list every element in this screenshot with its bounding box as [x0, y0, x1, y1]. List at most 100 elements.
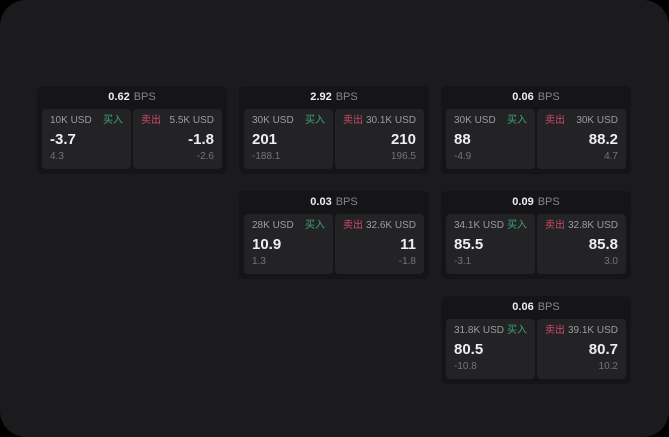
quote-tiles: 30K USD 买入 88 -4.9 卖出 30K USD 88.2 4.7: [441, 109, 631, 174]
quote-card: 0.03 BPS 28K USD 买入 10.9 1.3 卖出: [239, 191, 429, 279]
spread-unit-label: BPS: [133, 91, 156, 103]
sell-side-label: 卖出: [343, 115, 363, 126]
quote-tiles: 34.1K USD 买入 85.5 -3.1 卖出 32.8K USD 85.8…: [441, 214, 631, 279]
sell-price: -1.8: [188, 130, 214, 148]
sell-side-label: 卖出: [545, 115, 565, 126]
spread-header: 0.09 BPS: [441, 191, 631, 214]
buy-price: 88: [454, 130, 471, 148]
sell-delta: 10.2: [598, 361, 618, 372]
spread-value: 0.06: [512, 91, 534, 103]
buy-side-label: 买入: [507, 220, 527, 231]
buy-delta: -188.1: [252, 151, 281, 162]
sell-price: 88.2: [588, 130, 618, 148]
sell-price: 11: [400, 235, 416, 253]
buy-delta: -4.9: [454, 151, 472, 162]
spread-header: 0.06 BPS: [441, 86, 631, 109]
sell-quote-tile[interactable]: 卖出 30K USD 88.2 4.7: [537, 109, 626, 169]
sell-tile-top: 卖出 5.5K USD: [141, 115, 214, 127]
sell-side-label: 卖出: [343, 220, 363, 231]
sell-quote-tile[interactable]: 卖出 32.8K USD 85.8 3.0: [537, 214, 626, 274]
sell-notional: 30K USD: [576, 115, 618, 126]
sell-side-label: 卖出: [141, 115, 161, 126]
buy-quote-tile[interactable]: 28K USD 买入 10.9 1.3: [244, 214, 333, 274]
spread-value: 0.62: [108, 91, 130, 103]
buy-side-label: 买入: [507, 115, 527, 126]
buy-delta: 4.3: [50, 151, 64, 162]
spread-value: 0.06: [512, 301, 534, 313]
sell-price: 80.7: [588, 340, 618, 358]
spread-header: 0.06 BPS: [441, 296, 631, 319]
quote-tiles: 31.8K USD 买入 80.5 -10.8 卖出 39.1K USD 80.…: [441, 319, 631, 384]
quote-card: 2.92 BPS 30K USD 买入 201 -188.1 卖出: [239, 86, 429, 174]
sell-tile-top: 卖出 30K USD: [545, 115, 618, 127]
sell-notional: 5.5K USD: [169, 115, 214, 126]
sell-delta: 3.0: [604, 256, 618, 267]
quote-tiles: 28K USD 买入 10.9 1.3 卖出 32.6K USD 11 -1.8: [239, 214, 429, 279]
buy-quote-tile[interactable]: 30K USD 买入 88 -4.9: [446, 109, 535, 169]
buy-notional: 31.8K USD: [454, 325, 505, 336]
buy-delta: 1.3: [252, 256, 266, 267]
buy-quote-tile[interactable]: 30K USD 买入 201 -188.1: [244, 109, 333, 169]
buy-notional: 34.1K USD: [454, 220, 505, 231]
spread-header: 2.92 BPS: [239, 86, 429, 109]
buy-notional: 30K USD: [454, 115, 496, 126]
buy-delta: -3.1: [454, 256, 472, 267]
buy-notional: 10K USD: [50, 115, 92, 126]
sell-delta: -1.8: [398, 256, 416, 267]
sell-quote-tile[interactable]: 卖出 32.6K USD 11 -1.8: [335, 214, 424, 274]
buy-tile-top: 28K USD 买入: [252, 220, 325, 232]
buy-tile-top: 30K USD 买入: [454, 115, 527, 127]
sell-notional: 32.8K USD: [567, 220, 618, 231]
quote-tiles: 30K USD 买入 201 -188.1 卖出 30.1K USD 210 1…: [239, 109, 429, 174]
buy-delta: -10.8: [454, 361, 477, 372]
buy-notional: 28K USD: [252, 220, 294, 231]
buy-quote-tile[interactable]: 34.1K USD 买入 85.5 -3.1: [446, 214, 535, 274]
spread-unit-label: BPS: [335, 91, 358, 103]
buy-tile-top: 34.1K USD 买入: [454, 220, 527, 232]
buy-tile-top: 31.8K USD 买入: [454, 325, 527, 337]
quote-tiles: 10K USD 买入 -3.7 4.3 卖出 5.5K USD -1.8 -2.…: [37, 109, 227, 174]
quote-card: 0.09 BPS 34.1K USD 买入 85.5 -3.1 卖出: [441, 191, 631, 279]
sell-price: 85.8: [588, 235, 618, 253]
spread-unit-label: BPS: [335, 196, 358, 208]
buy-side-label: 买入: [305, 220, 325, 231]
buy-side-label: 买入: [507, 325, 527, 336]
sell-notional: 30.1K USD: [365, 115, 416, 126]
buy-price: 80.5: [454, 340, 484, 358]
spread-unit-label: BPS: [537, 301, 560, 313]
buy-tile-top: 30K USD 买入: [252, 115, 325, 127]
buy-price: -3.7: [50, 130, 76, 148]
buy-price: 85.5: [454, 235, 484, 253]
sell-delta: 196.5: [390, 151, 416, 162]
sell-quote-tile[interactable]: 卖出 30.1K USD 210 196.5: [335, 109, 424, 169]
quote-card: 0.06 BPS 31.8K USD 买入 80.5 -10.8 卖: [441, 296, 631, 384]
spread-value: 0.03: [310, 196, 332, 208]
sell-price: 210: [390, 130, 416, 148]
buy-side-label: 买入: [103, 115, 123, 126]
spread-header: 0.03 BPS: [239, 191, 429, 214]
spread-header: 0.62 BPS: [37, 86, 227, 109]
sell-delta: 4.7: [604, 151, 618, 162]
sell-delta: -2.6: [196, 151, 214, 162]
buy-side-label: 买入: [305, 115, 325, 126]
sell-tile-top: 卖出 39.1K USD: [545, 325, 618, 337]
spread-value: 2.92: [310, 91, 332, 103]
sell-notional: 32.6K USD: [365, 220, 416, 231]
spread-unit-label: BPS: [537, 91, 560, 103]
buy-price: 201: [252, 130, 278, 148]
buy-quote-tile[interactable]: 31.8K USD 买入 80.5 -10.8: [446, 319, 535, 379]
sell-tile-top: 卖出 32.6K USD: [343, 220, 416, 232]
buy-quote-tile[interactable]: 10K USD 买入 -3.7 4.3: [42, 109, 131, 169]
buy-price: 10.9: [252, 235, 282, 253]
sell-quote-tile[interactable]: 卖出 5.5K USD -1.8 -2.6: [133, 109, 222, 169]
sell-side-label: 卖出: [545, 325, 565, 336]
sell-notional: 39.1K USD: [567, 325, 618, 336]
sell-side-label: 卖出: [545, 220, 565, 231]
spread-value: 0.09: [512, 196, 534, 208]
buy-tile-top: 10K USD 买入: [50, 115, 123, 127]
sell-quote-tile[interactable]: 卖出 39.1K USD 80.7 10.2: [537, 319, 626, 379]
buy-notional: 30K USD: [252, 115, 294, 126]
quote-card: 0.06 BPS 30K USD 买入 88 -4.9 卖出: [441, 86, 631, 174]
